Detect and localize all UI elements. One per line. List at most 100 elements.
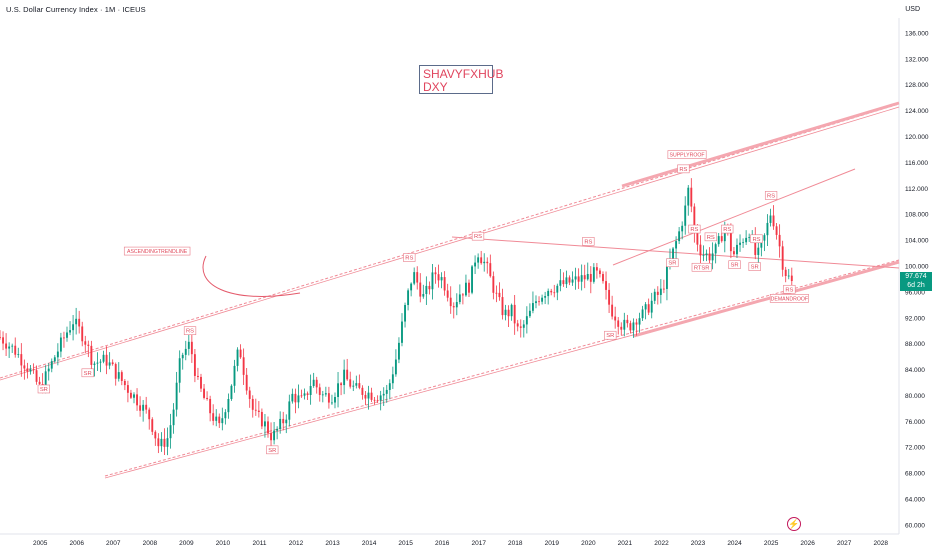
candle-body[interactable]	[781, 246, 784, 270]
candle-body[interactable]	[300, 395, 303, 397]
annotation-rs[interactable]: RS	[403, 253, 416, 262]
candle-body[interactable]	[394, 359, 397, 375]
annotation-sr[interactable]: SR	[37, 384, 50, 394]
candle-body[interactable]	[422, 294, 425, 297]
candle-body[interactable]	[650, 300, 653, 313]
candle-body[interactable]	[315, 379, 318, 388]
candle-body[interactable]	[297, 395, 300, 403]
candle-body[interactable]	[279, 418, 282, 429]
candle-body[interactable]	[465, 282, 467, 296]
candle-body[interactable]	[742, 242, 745, 244]
trendlines[interactable]	[0, 101, 900, 479]
candle-body[interactable]	[197, 375, 199, 377]
candle-body[interactable]	[507, 309, 510, 317]
annotation-rs[interactable]: RS	[704, 232, 717, 242]
candle-body[interactable]	[455, 302, 458, 308]
candle-body[interactable]	[227, 399, 230, 413]
candle-body[interactable]	[267, 421, 269, 434]
candle-body[interactable]	[696, 232, 699, 245]
candle-body[interactable]	[434, 272, 437, 275]
candle-body[interactable]	[385, 389, 388, 394]
candle-body[interactable]	[215, 416, 218, 421]
candle-body[interactable]	[78, 318, 81, 327]
candle-body[interactable]	[56, 351, 59, 358]
candle-body[interactable]	[510, 304, 513, 317]
candle-body[interactable]	[224, 412, 227, 419]
candle-body[interactable]	[276, 428, 279, 431]
candle-body[interactable]	[501, 297, 504, 316]
candle-body[interactable]	[745, 237, 748, 243]
candle-body[interactable]	[203, 388, 205, 398]
candle-body[interactable]	[84, 341, 87, 345]
candle-body[interactable]	[352, 385, 355, 387]
candle-body[interactable]	[413, 272, 416, 284]
descending-trendline[interactable]	[451, 236, 900, 269]
lower-channel-line[interactable]	[104, 259, 900, 477]
candle-body[interactable]	[303, 393, 306, 396]
candle-body[interactable]	[349, 379, 352, 387]
candle-body[interactable]	[736, 244, 738, 255]
candle-body[interactable]	[544, 296, 547, 298]
candle-body[interactable]	[711, 253, 714, 261]
candle-body[interactable]	[53, 357, 56, 362]
candle-body[interactable]	[251, 398, 254, 410]
candle-body[interactable]	[471, 266, 473, 293]
candle-body[interactable]	[766, 222, 769, 236]
candle-body[interactable]	[775, 226, 778, 235]
candle-body[interactable]	[519, 326, 522, 328]
candle-body[interactable]	[595, 267, 598, 271]
candle-body[interactable]	[270, 433, 272, 441]
candle-body[interactable]	[264, 421, 266, 427]
candle-body[interactable]	[678, 231, 681, 242]
candle-body[interactable]	[254, 409, 257, 411]
candle-body[interactable]	[382, 393, 385, 396]
candle-body[interactable]	[29, 369, 32, 372]
annotation-rs[interactable]: RS	[783, 284, 796, 294]
candle-body[interactable]	[504, 309, 507, 316]
candle-body[interactable]	[334, 396, 336, 403]
candle-body[interactable]	[693, 206, 696, 233]
candle-body[interactable]	[684, 205, 687, 226]
candle-body[interactable]	[169, 425, 172, 439]
annotation-rs[interactable]: RS	[688, 224, 701, 234]
candle-body[interactable]	[769, 215, 772, 223]
candle-body[interactable]	[708, 253, 711, 261]
candle-body[interactable]	[732, 251, 735, 255]
rising-internal-trendline[interactable]	[612, 168, 856, 266]
candle-body[interactable]	[379, 395, 382, 401]
candle-body[interactable]	[675, 241, 678, 249]
candlestick-series[interactable]	[0, 178, 793, 456]
candle-body[interactable]	[602, 274, 604, 282]
annotation-rtsr[interactable]: RTSR	[691, 262, 712, 272]
candle-body[interactable]	[699, 244, 702, 256]
candle-body[interactable]	[288, 401, 291, 420]
candle-body[interactable]	[337, 383, 339, 397]
candle-body[interactable]	[461, 294, 464, 296]
candle-body[interactable]	[446, 290, 449, 298]
candle-body[interactable]	[559, 280, 562, 286]
candle-body[interactable]	[163, 438, 166, 447]
candle-body[interactable]	[714, 244, 717, 254]
candle-body[interactable]	[656, 291, 659, 295]
candle-body[interactable]	[14, 345, 17, 355]
candle-body[interactable]	[117, 372, 120, 379]
candle-body[interactable]	[687, 187, 690, 206]
candle-body[interactable]	[437, 274, 440, 281]
candle-body[interactable]	[580, 275, 583, 282]
candle-body[interactable]	[449, 297, 452, 307]
candle-body[interactable]	[17, 354, 20, 355]
candle-body[interactable]	[641, 309, 644, 319]
candle-body[interactable]	[221, 418, 224, 424]
candle-body[interactable]	[346, 369, 349, 380]
candle-body[interactable]	[638, 318, 641, 325]
candle-body[interactable]	[720, 236, 723, 242]
candle-body[interactable]	[72, 324, 75, 331]
candle-body[interactable]	[617, 320, 620, 327]
candle-body[interactable]	[63, 337, 65, 339]
candle-body[interactable]	[659, 288, 662, 295]
candle-body[interactable]	[44, 371, 47, 390]
candle-body[interactable]	[184, 348, 187, 355]
annotation-sr[interactable]: SR	[728, 260, 741, 269]
candle-body[interactable]	[331, 402, 333, 404]
candle-body[interactable]	[145, 404, 148, 410]
